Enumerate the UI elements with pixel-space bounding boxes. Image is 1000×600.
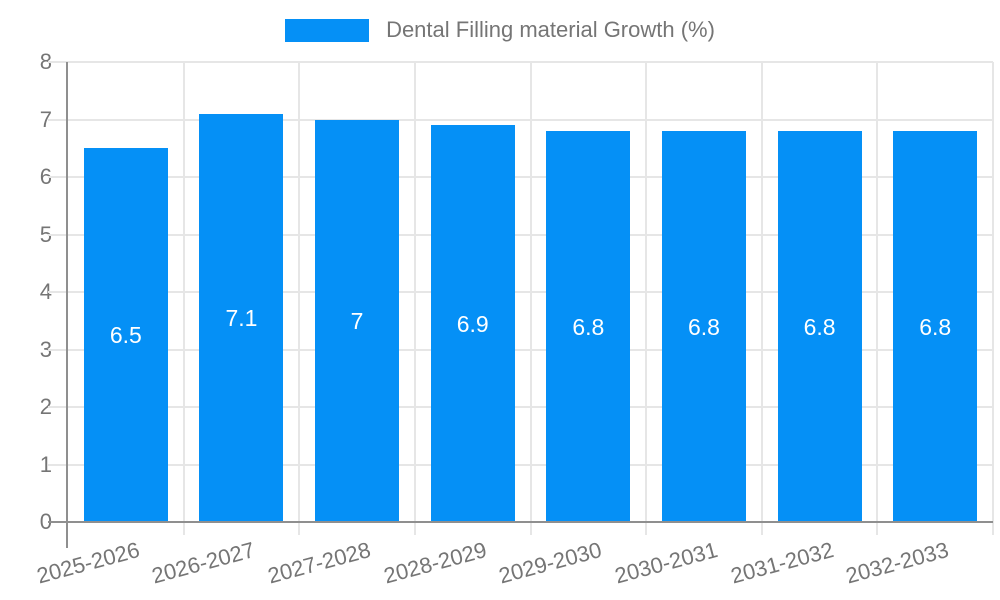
legend-label: Dental Filling material Growth (%) (386, 17, 715, 42)
bar-2030-2031[interactable]: 6.8 (661, 131, 746, 522)
bar-2026-2027[interactable]: 7.1 (199, 113, 284, 522)
bar-2031-2032[interactable]: 6.8 (777, 131, 862, 522)
y-tick-label-6: 6 (39, 164, 52, 189)
bar-value-label: 6.8 (572, 313, 605, 340)
gridline-x-5 (645, 62, 648, 535)
bar-2032-2033[interactable]: 6.8 (893, 131, 978, 522)
gridline-y-6 (48, 176, 993, 178)
legend: Dental Filling material Growth (%) (0, 17, 1000, 43)
y-tick-label-0: 0 (39, 509, 52, 534)
y-axis: 0 1 2 3 4 5 6 7 8 (0, 49, 52, 534)
bar-value-label: 6.8 (919, 313, 952, 340)
bar-value-label: 7 (350, 307, 364, 334)
bar-2025-2026[interactable]: 6.5 (83, 148, 168, 522)
bar-2028-2029[interactable]: 6.9 (430, 125, 515, 522)
gridline-x-2 (298, 62, 301, 535)
bar-2029-2030[interactable]: 6.8 (546, 131, 631, 522)
gridline-y-2 (48, 406, 993, 408)
y-tick-label-7: 7 (39, 106, 52, 132)
y-axis-line (66, 62, 68, 548)
bar-value-label: 6.5 (109, 322, 142, 349)
y-tick-label-5: 5 (39, 221, 52, 247)
bar-2027-2028[interactable]: 7 (315, 119, 400, 522)
gridline-y-8 (48, 61, 993, 63)
plot-area: 6.5 7.1 7 6.9 6.8 6.8 6.8 6.8 (48, 61, 994, 548)
x-axis: 2025-2026 2026-2027 2027-2028 2028-2029 2029… (34, 522, 993, 600)
gridline-y-1 (48, 463, 993, 466)
gridline-x-8 (992, 62, 994, 535)
y-tick-label-3: 3 (39, 336, 52, 362)
bar-value-label: 6.9 (456, 310, 489, 337)
y-tick-label-4: 4 (39, 279, 52, 304)
gridline-x-6 (760, 62, 763, 535)
gridline-y-3 (48, 348, 993, 351)
gridline-y-4 (48, 291, 993, 293)
legend-swatch (285, 18, 370, 42)
bar-value-label: 7.1 (225, 304, 258, 331)
y-tick-label-8: 8 (39, 49, 52, 74)
gridline-y-5 (48, 233, 993, 236)
gridline-x-4 (529, 62, 532, 535)
bar-value-label: 6.8 (687, 313, 720, 340)
gridline-y-7 (48, 118, 993, 121)
gridline-x-3 (413, 62, 416, 535)
y-tick-label-2: 2 (39, 394, 52, 419)
gridline-x-1 (182, 62, 185, 535)
x-axis-baseline (48, 521, 993, 523)
bar-value-label: 6.8 (803, 313, 836, 340)
gridline-x-7 (876, 62, 879, 535)
y-tick-label-1: 1 (39, 451, 52, 477)
